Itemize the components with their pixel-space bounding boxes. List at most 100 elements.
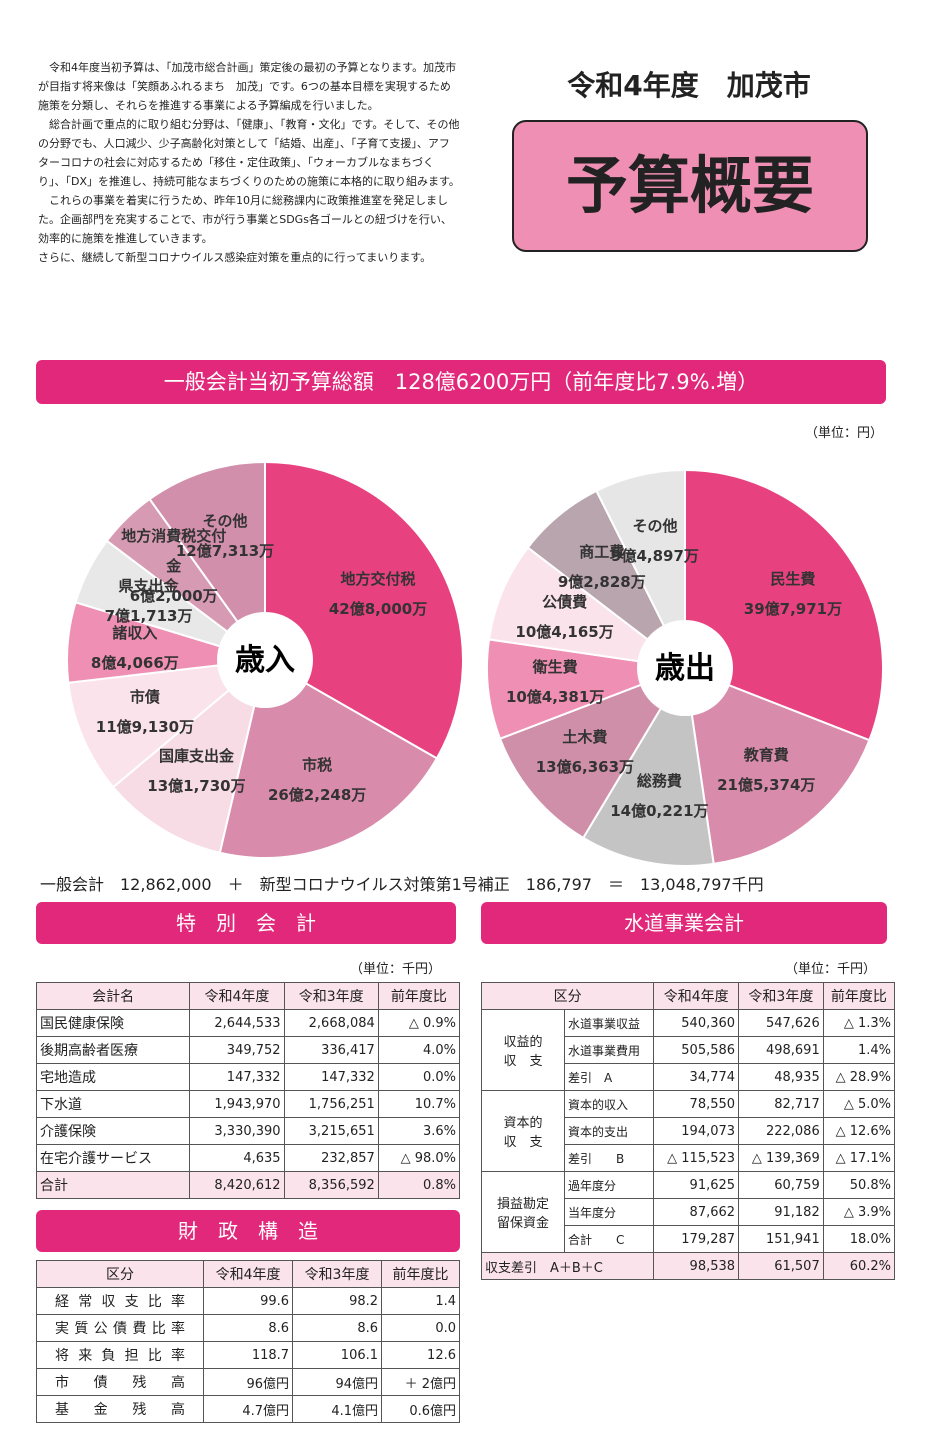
pie-label: 県支出金 7億1,713万: [94, 571, 204, 631]
pie-slice: [498, 666, 688, 840]
table-cell: 147,332: [189, 1063, 285, 1091]
table-row: 水道事業費用 505,586 498,691 1.4%: [482, 1036, 896, 1064]
slice-name: 民生費: [770, 570, 816, 589]
pie-center-label: 歳入: [235, 643, 295, 678]
slice-name: 教育費: [743, 746, 789, 765]
paragraph: 令和4年度当初予算は、「加茂市総合計画」策定後の最初の予算となります。加茂市が目…: [38, 61, 457, 112]
column-header: 区分: [480, 982, 655, 1010]
table-cell: 87,662: [653, 1198, 740, 1226]
subtitle: 令和4年度 加茂市: [567, 69, 811, 102]
slice-value: 21億5,374万: [717, 776, 816, 795]
table-cell: 82,717: [738, 1090, 824, 1118]
table-cell: 過年度分: [563, 1171, 655, 1199]
table-cell: 78,550: [653, 1090, 740, 1118]
unit: （単位：千円）: [350, 962, 442, 977]
table-cell: 96億円: [203, 1368, 294, 1396]
paragraph: さらに、継続して新型コロナウイルス感染症対策を重点的に行ってまいります。: [38, 251, 432, 264]
pie-slice: [218, 658, 439, 859]
table-cell: 後期高齢者医療: [35, 1036, 191, 1064]
pie-slice: [683, 666, 871, 866]
slice-value: 13億1,730万: [147, 777, 246, 796]
table-cell: 1,943,970: [189, 1090, 285, 1118]
slice-value: 13億6,363万: [535, 757, 635, 776]
table-row: 下水道 1,943,970 1,756,251 10.7%: [35, 1090, 461, 1118]
table-cell: 8.6: [203, 1314, 294, 1342]
table-cell: 34,774: [653, 1063, 740, 1091]
table-cell: 232,857: [283, 1144, 379, 1172]
section-title: 財 政 構 造: [36, 1210, 460, 1252]
banner: 一般会計当初予算総額 128億6200万円（前年度比7.9%.増）: [36, 360, 886, 404]
table-cell: 水道事業費用: [563, 1036, 655, 1064]
table-cell: 98.2: [292, 1287, 383, 1315]
unit: （単位：円）: [804, 426, 883, 441]
slice-name: 公債費: [542, 593, 588, 612]
table-cell: 2,644,533: [189, 1009, 285, 1037]
slice-name: 県支出金: [118, 576, 179, 595]
table-cell: 498,691: [738, 1036, 824, 1064]
table-cell: 505,586: [653, 1036, 740, 1064]
pie-slice: [264, 460, 464, 760]
header-row: 区分 令和4年度 令和3年度 前年度比: [480, 982, 896, 1010]
slice-name: 諸収入: [112, 624, 158, 643]
table-cell: 1.4: [381, 1287, 460, 1315]
table-cell: 10.7%: [377, 1090, 461, 1118]
section-title: 特 別 会 計: [36, 902, 456, 944]
table-row: 損益勘定 留保資金 過年度分 91,625 60,759 50.8%: [481, 1171, 896, 1253]
table-cell: 179,287: [653, 1225, 740, 1253]
table-row: 資本的支出 194,073 222,086 △ 12.6%: [482, 1117, 896, 1145]
slice-name: 地方交付税: [340, 570, 416, 589]
table-cell: 547,626: [738, 1009, 824, 1037]
paragraph: これらの事業を着実に行うため、昨年10月に総務課内に政策推進室を発足しました。企…: [38, 194, 452, 245]
water-table: 区分 令和4年度 令和3年度 前年度比 収益的 収 支水道事業収益 540,360 547,…: [480, 982, 896, 1280]
header-row: 区分 令和4年度 令和3年度 前年度比: [35, 1260, 460, 1288]
pie-label: 土木費 13億6,363万: [530, 722, 640, 782]
group-label: 収益的 収 支: [481, 1009, 565, 1091]
table-cell: 資本的収入: [563, 1090, 655, 1118]
table-cell: 8,420,612: [189, 1171, 285, 1199]
table-cell: 106.1: [292, 1341, 383, 1369]
table-cell: ＋ 2億円: [381, 1368, 460, 1396]
table-cell: 3.6%: [377, 1117, 461, 1145]
table-row: 後期高齢者医療 349,752 336,417 4.0%: [35, 1036, 461, 1064]
pie-center: [637, 620, 733, 716]
table-cell: 349,752: [189, 1036, 285, 1064]
column-header: 令和4年度: [203, 1260, 294, 1288]
slice-name: 商工費: [579, 543, 625, 562]
table-row: 合計 8,420,612 8,356,592 0.8%: [35, 1171, 461, 1199]
table-cell: 91,625: [653, 1171, 740, 1199]
table-cell: 基金残高: [35, 1395, 205, 1423]
total-row: 収支差引 A＋B＋C 98,538 61,507 60.2%: [480, 1252, 896, 1280]
table-cell: 市債残高: [35, 1368, 205, 1396]
table-cell: 下水道: [35, 1090, 191, 1118]
table-row: 差引 B △ 115,523 △ 139,369 △ 17.1%: [482, 1144, 896, 1172]
slice-value: 14億0,221万: [610, 802, 709, 821]
table-row: 宅地造成 147,332 147,332 0.0%: [35, 1063, 461, 1091]
slice-value: 12億7,313万: [175, 541, 275, 560]
table-cell: △ 3.9%: [822, 1198, 896, 1226]
pie-label: 教育費 21億5,374万: [711, 740, 821, 800]
table-row: 在宅介護サービス 4,635 232,857 △ 98.0%: [35, 1144, 461, 1172]
pie-slice: [684, 468, 884, 742]
table-cell: 3,215,651: [283, 1117, 379, 1145]
slice-value: 11億9,130万: [95, 717, 195, 736]
slice-name: 総務費: [636, 772, 682, 791]
table-cell: 差引 A: [563, 1063, 655, 1091]
table-cell: 48,935: [738, 1063, 824, 1091]
table-row: 市債残高 96億円 94億円＋ 2億円: [35, 1368, 460, 1396]
table-cell: 147,332: [283, 1063, 379, 1091]
pie-label: 地方交付税 42億8,000万: [323, 564, 433, 624]
table-cell: 12.6: [381, 1341, 460, 1369]
table-cell: 経常収支比率: [35, 1287, 205, 1315]
table-cell: 222,086: [738, 1117, 824, 1145]
section-title: 水道事業会計: [481, 902, 887, 944]
slice-value: 7億1,713万: [104, 606, 193, 625]
pie-label: 総務費 14億0,221万: [604, 766, 714, 826]
table-cell: 99.6: [203, 1287, 294, 1315]
table-cell: 水道事業収益: [563, 1009, 655, 1037]
unit: （単位：千円）: [785, 962, 877, 977]
table-cell: 1.4%: [822, 1036, 896, 1064]
table-cell: △ 0.9%: [377, 1009, 461, 1037]
slice-name: その他: [632, 516, 678, 535]
table-cell: 8.6: [292, 1314, 383, 1342]
